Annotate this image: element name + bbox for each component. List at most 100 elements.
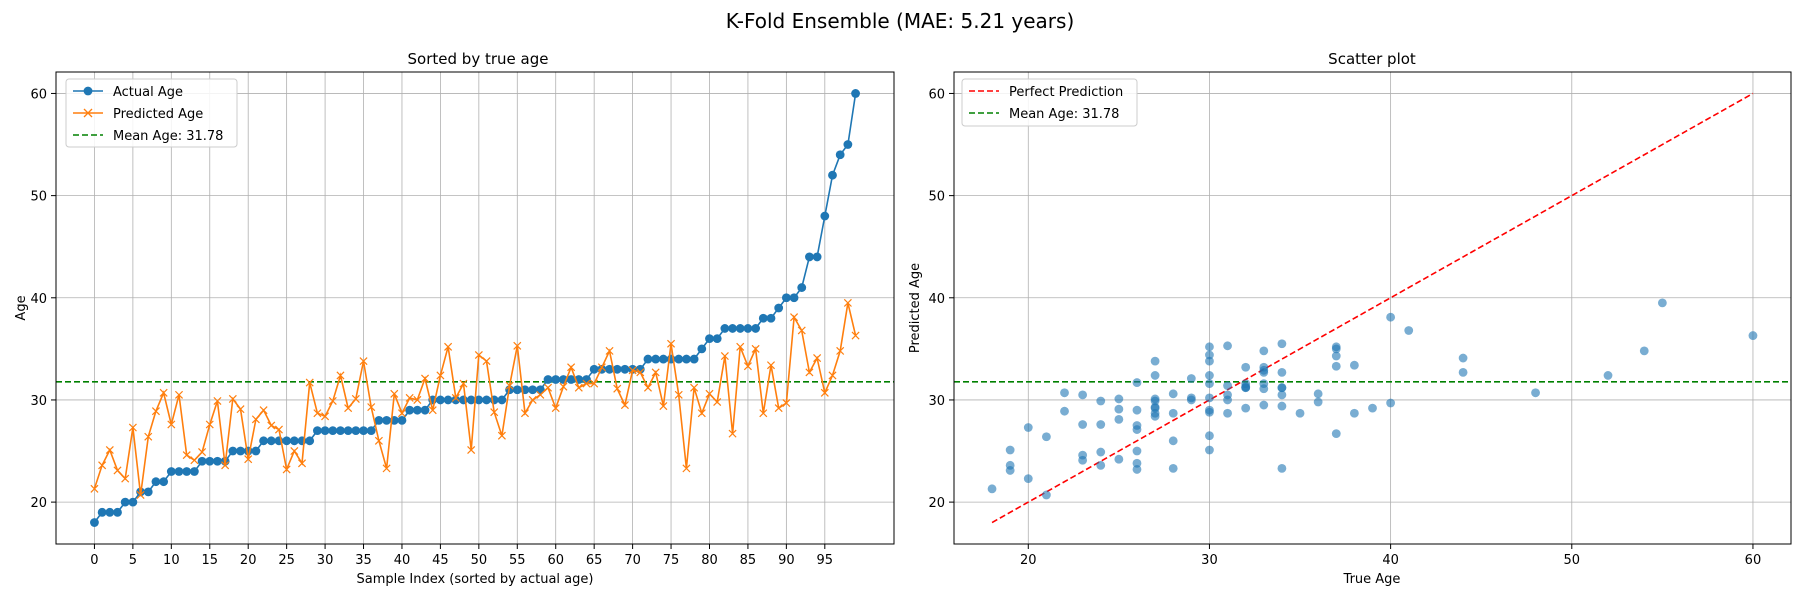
actual-age-point: [451, 395, 461, 405]
actual-age-point: [482, 395, 491, 405]
actual-age-point: [758, 313, 768, 323]
actual-age-point: [497, 395, 507, 405]
predicted-age-point: [628, 366, 637, 375]
panel-scatter-legend: Perfect Prediction Mean Age: 31.78: [961, 78, 1138, 127]
predicted-age-point: [659, 402, 668, 411]
predicted-age-point: [782, 398, 791, 408]
predicted-age-point: [759, 409, 768, 418]
scatter-point: [1041, 432, 1051, 442]
actual-age-point: [189, 467, 199, 476]
panel-sorted-y-label: Age: [14, 295, 29, 320]
scatter-point: [1023, 423, 1033, 432]
actual-age-point: [182, 467, 192, 476]
predicted-age-point: [651, 368, 660, 377]
panel-sorted-title: Sorted by true age: [408, 50, 549, 68]
predicted-age-point: [413, 395, 422, 404]
actual-age-point: [90, 518, 99, 527]
actual-age-point: [766, 313, 776, 323]
predicted-age-point: [351, 394, 360, 403]
predicted-age-point: [836, 346, 845, 355]
legend-actual-label: Actual Age: [113, 85, 183, 100]
predicted-age-point: [236, 405, 245, 414]
scatter-point: [1277, 383, 1287, 393]
panel-scatter-axes-frame: [953, 71, 1792, 545]
actual-age-point: [605, 364, 614, 374]
predicted-age-point: [328, 396, 337, 405]
actual-age-point: [612, 364, 622, 374]
scatter-point: [1277, 367, 1287, 377]
scatter-point: [1458, 367, 1468, 377]
predicted-age-point: [605, 346, 614, 355]
actual-age-point: [289, 436, 299, 446]
actual-age-point: [312, 426, 322, 435]
scatter-point: [1078, 420, 1088, 429]
predicted-age-point: [190, 456, 199, 465]
y-tick-label: 30: [928, 394, 945, 409]
scatter-point: [1223, 390, 1232, 400]
predicted-age-point: [544, 383, 553, 392]
y-tick-label: 50: [928, 190, 945, 205]
predicted-age-point: [590, 379, 599, 388]
y-tick-label: 40: [30, 292, 47, 307]
scatter-point: [1114, 414, 1124, 424]
actual-age-point: [774, 303, 784, 313]
scatter-point: [1639, 346, 1649, 356]
predicted-age-point: [213, 396, 222, 405]
scatter-point: [1168, 436, 1178, 446]
actual-age-point: [282, 436, 292, 446]
predicted-age-point: [282, 465, 291, 474]
x-tick-label: 30: [317, 553, 334, 568]
actual-age-point: [466, 395, 476, 405]
predicted-age-point: [390, 389, 399, 398]
panel-sorted-y-ticks: 20 30 40 50 60: [30, 87, 56, 511]
actual-age-point: [743, 324, 753, 333]
legend-mean-label: Mean Age: 31.78: [1009, 107, 1119, 122]
scatter-point: [1150, 402, 1160, 412]
scatter-point: [1223, 408, 1232, 418]
scatter-point: [1150, 356, 1160, 366]
panel-sorted-grid: [56, 72, 894, 544]
actual-age-point: [512, 385, 522, 395]
panel-sorted: Sorted by true age 0 5 10 15 20 25 30 35 40 45 50 5…: [14, 50, 895, 587]
scatter-point: [1041, 490, 1051, 500]
scatter-point: [1205, 431, 1214, 441]
predicted-age-point: [136, 490, 145, 499]
actual-age-point: [320, 426, 330, 435]
actual-age-point: [128, 497, 138, 507]
actual-age-point: [151, 477, 161, 487]
predicted-age-point: [582, 379, 591, 388]
predicted-age-point: [382, 464, 391, 473]
predicted-age-point: [167, 420, 176, 429]
predicted-age-point: [251, 415, 260, 424]
actual-age-point: [251, 446, 261, 456]
actual-age-point: [735, 324, 745, 333]
actual-age-point: [113, 507, 122, 517]
predicted-age-point: [205, 420, 214, 429]
predicted-age-point: [459, 379, 468, 388]
y-tick-label: 20: [928, 496, 945, 511]
predicted-age-point: [221, 461, 230, 470]
predicted-age-point: [536, 390, 545, 399]
predicted-age-point: [682, 464, 691, 473]
panel-scatter-grid: [954, 72, 1791, 544]
actual-age-point: [643, 354, 653, 364]
legend-box: [65, 78, 238, 148]
predicted-age-point: [674, 390, 683, 399]
predicted-age-point: [474, 350, 483, 360]
predicted-age-point: [567, 363, 576, 372]
actual-age-point: [705, 334, 714, 344]
actual-age-point: [658, 354, 668, 364]
scatter-point: [1078, 390, 1088, 400]
scatter-point: [1114, 454, 1124, 464]
x-tick-label: 20: [240, 553, 257, 568]
scatter-point: [1205, 393, 1214, 403]
predicted-age-point: [513, 341, 522, 350]
actual-age-point: [551, 375, 561, 384]
x-tick-label: 60: [547, 553, 564, 568]
predicted-age-point: [797, 326, 806, 335]
x-tick-label: 55: [509, 553, 526, 568]
predicted-age-point: [151, 407, 160, 416]
predicted-age-point: [444, 342, 453, 351]
scatter-point: [1205, 407, 1214, 417]
